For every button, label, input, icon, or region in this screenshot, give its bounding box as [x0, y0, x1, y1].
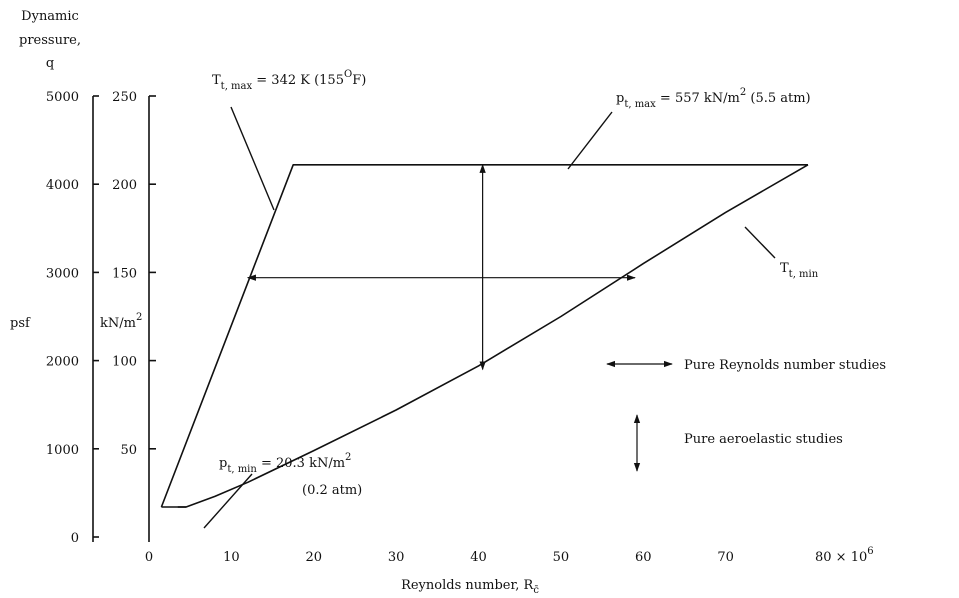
inner-y-unit-exp: 2	[136, 312, 142, 323]
x-axis-label-sub: c̄	[533, 585, 539, 596]
lower-boundary-curve	[161, 164, 809, 508]
outer-y-unit: psf	[10, 316, 31, 331]
x-tick-last-exp: 6	[867, 546, 873, 557]
inner-y-unit: kN/m2	[100, 312, 142, 331]
pt-max-sup: 2	[740, 87, 746, 98]
inner-y-axis: 50 100 150 200 250 kN/m2	[100, 90, 156, 542]
pt-min-main: p	[219, 456, 227, 471]
tt-min-main: T	[780, 261, 789, 276]
outer-y-label-line-1: Dynamic	[21, 9, 79, 24]
x-tick-label-0: 0	[145, 550, 153, 565]
x-axis: 0 10 20 30 40 50 60 70 80 × 106 Reynolds number…	[145, 546, 874, 596]
pt-max-tail: (5.5 atm)	[746, 91, 810, 106]
pt-max-leader	[567, 111, 613, 170]
pt-max-annotation: pt, max = 557 kN/m2 (5.5 atm)	[616, 87, 811, 110]
pt-min-annotation-line-2: (0.2 atm)	[302, 483, 362, 498]
pt-max-rest: = 557 kN/m	[656, 91, 740, 106]
outer-y-tick-label-5: 5000	[46, 90, 79, 105]
pt-max-sub: t, max	[624, 99, 656, 110]
outer-y-tick-label-4: 4000	[46, 178, 79, 193]
tt-max-main: T	[212, 73, 221, 88]
pt-min-rest: = 20.3 kN/m	[257, 456, 345, 471]
tt-max-sub: t, max	[221, 81, 253, 92]
legend-item-reynolds: Pure Reynolds number studies	[684, 358, 886, 373]
x-ticks: 0 10 20 30 40 50 60 70	[145, 550, 734, 565]
outer-y-tick-label-1: 1000	[46, 443, 79, 458]
inner-y-tick-label-4: 250	[112, 90, 137, 105]
inner-y-ticks: 50 100 150 200 250	[112, 90, 156, 458]
tt-min-sub: t, min	[789, 269, 819, 280]
x-tick-label-5: 50	[553, 550, 570, 565]
inner-y-tick-label-0: 50	[120, 443, 137, 458]
inner-y-tick-label-3: 200	[112, 178, 137, 193]
pt-min-sub: t, min	[227, 464, 257, 475]
pt-min-leader	[203, 473, 253, 529]
x-tick-label-4: 40	[470, 550, 487, 565]
outer-y-tick-label-2: 2000	[46, 355, 79, 370]
inner-y-tick-label-1: 100	[112, 355, 137, 370]
inner-y-tick-label-2: 150	[112, 266, 137, 281]
pt-max-main: p	[616, 91, 624, 106]
x-axis-label: Reynolds number, Rc̄	[401, 578, 539, 596]
legend-item-aeroelastic: Pure aeroelastic studies	[684, 432, 843, 447]
tt-min-leader	[744, 226, 776, 259]
tt-max-annotation: Tt, max = 342 K (155OF)	[212, 69, 366, 92]
outer-y-tick-label-0: 0	[71, 531, 79, 546]
pt-min-annotation: pt, min = 20.3 kN/m2	[219, 452, 351, 475]
outer-y-ticks: 0 1000 2000 3000 4000 5000	[46, 90, 99, 546]
x-axis-label-main: Reynolds number, R	[401, 578, 534, 593]
outer-y-label-line-3: q	[46, 56, 54, 71]
tt-max-tail: F)	[352, 73, 366, 88]
outer-y-label-line-2: pressure,	[19, 33, 81, 48]
outer-y-tick-label-3: 3000	[46, 266, 79, 281]
tt-min-annotation: Tt, min	[780, 261, 819, 280]
tt-max-leader	[230, 106, 275, 211]
x-tick-label-2: 20	[305, 550, 322, 565]
x-tick-label-7: 70	[717, 550, 734, 565]
upper-boundary-line	[160, 164, 808, 508]
x-tick-label-3: 30	[388, 550, 405, 565]
x-tick-label-6: 60	[635, 550, 652, 565]
legend: Pure Reynolds number studies Pure aeroel…	[606, 358, 886, 472]
tt-max-rest: = 342 K (155	[252, 73, 344, 88]
x-tick-label-1: 10	[223, 550, 240, 565]
envelope	[160, 164, 809, 508]
x-tick-last-main: 80 × 10	[815, 550, 867, 565]
tt-max-sup: O	[344, 69, 352, 80]
pt-min-sup: 2	[345, 452, 351, 463]
x-tick-label-last: 80 × 106	[815, 546, 874, 565]
inner-y-unit-main: kN/m	[100, 316, 136, 331]
